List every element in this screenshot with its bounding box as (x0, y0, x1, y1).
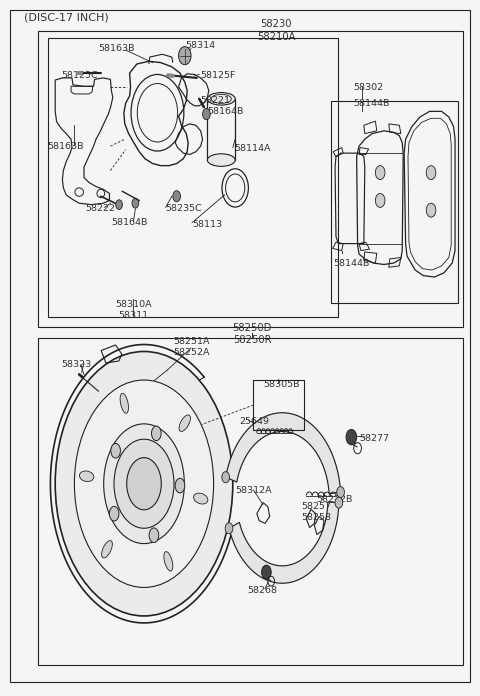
Text: 58257
58258: 58257 58258 (301, 503, 331, 522)
Text: 58163B: 58163B (47, 142, 84, 150)
Text: 58268: 58268 (247, 586, 277, 594)
Ellipse shape (114, 439, 174, 528)
Ellipse shape (111, 443, 120, 458)
Ellipse shape (102, 541, 112, 558)
Ellipse shape (207, 154, 235, 166)
Text: 58125F: 58125F (201, 71, 236, 79)
Text: 58222: 58222 (85, 205, 115, 213)
Ellipse shape (152, 426, 161, 441)
Circle shape (262, 565, 271, 579)
Circle shape (375, 193, 385, 207)
Circle shape (335, 497, 343, 508)
Ellipse shape (109, 507, 119, 521)
Text: 58144B: 58144B (353, 99, 389, 107)
Text: 58305B: 58305B (263, 380, 300, 388)
Text: 58314: 58314 (185, 42, 215, 50)
Ellipse shape (193, 493, 208, 504)
Text: 58277: 58277 (359, 434, 389, 443)
Polygon shape (226, 413, 341, 493)
Text: 58230
58210A: 58230 58210A (257, 19, 295, 42)
Ellipse shape (149, 528, 159, 543)
Circle shape (426, 166, 436, 180)
Ellipse shape (179, 415, 191, 432)
Ellipse shape (79, 471, 94, 482)
Text: 58144B: 58144B (334, 259, 370, 267)
Text: 58164B: 58164B (207, 107, 244, 116)
Bar (253, 380, 304, 430)
Circle shape (375, 166, 385, 180)
Ellipse shape (127, 458, 161, 509)
Circle shape (222, 472, 229, 483)
Ellipse shape (175, 478, 185, 493)
Text: 58302: 58302 (353, 83, 383, 91)
Ellipse shape (207, 93, 235, 105)
Text: 58114A: 58114A (234, 145, 271, 153)
Text: (DISC-17 INCH): (DISC-17 INCH) (24, 13, 109, 22)
Text: 58221: 58221 (201, 97, 230, 105)
Text: 58310A
58311: 58310A 58311 (115, 300, 152, 319)
Text: 58323: 58323 (61, 361, 92, 369)
Ellipse shape (104, 424, 184, 544)
Circle shape (116, 200, 122, 209)
Ellipse shape (55, 351, 233, 616)
Polygon shape (229, 502, 339, 583)
Text: 58125C: 58125C (61, 71, 98, 79)
Ellipse shape (74, 380, 214, 587)
Circle shape (346, 429, 357, 445)
Text: 58113: 58113 (192, 220, 222, 228)
Text: 58163B: 58163B (98, 45, 135, 53)
Text: 58235C: 58235C (166, 205, 203, 213)
Circle shape (337, 487, 345, 498)
Circle shape (173, 191, 180, 202)
Text: 58272B: 58272B (316, 496, 352, 504)
Circle shape (179, 47, 191, 65)
Circle shape (132, 198, 139, 208)
Text: 58312A: 58312A (235, 487, 272, 495)
Text: 58250D
58250R: 58250D 58250R (232, 323, 272, 345)
Text: 58164B: 58164B (111, 219, 148, 227)
Circle shape (203, 109, 210, 120)
Circle shape (225, 523, 233, 534)
Circle shape (426, 203, 436, 217)
Text: 58251A
58252A: 58251A 58252A (174, 337, 210, 356)
Ellipse shape (164, 552, 173, 571)
Text: 25649: 25649 (239, 418, 269, 426)
Ellipse shape (120, 393, 129, 413)
